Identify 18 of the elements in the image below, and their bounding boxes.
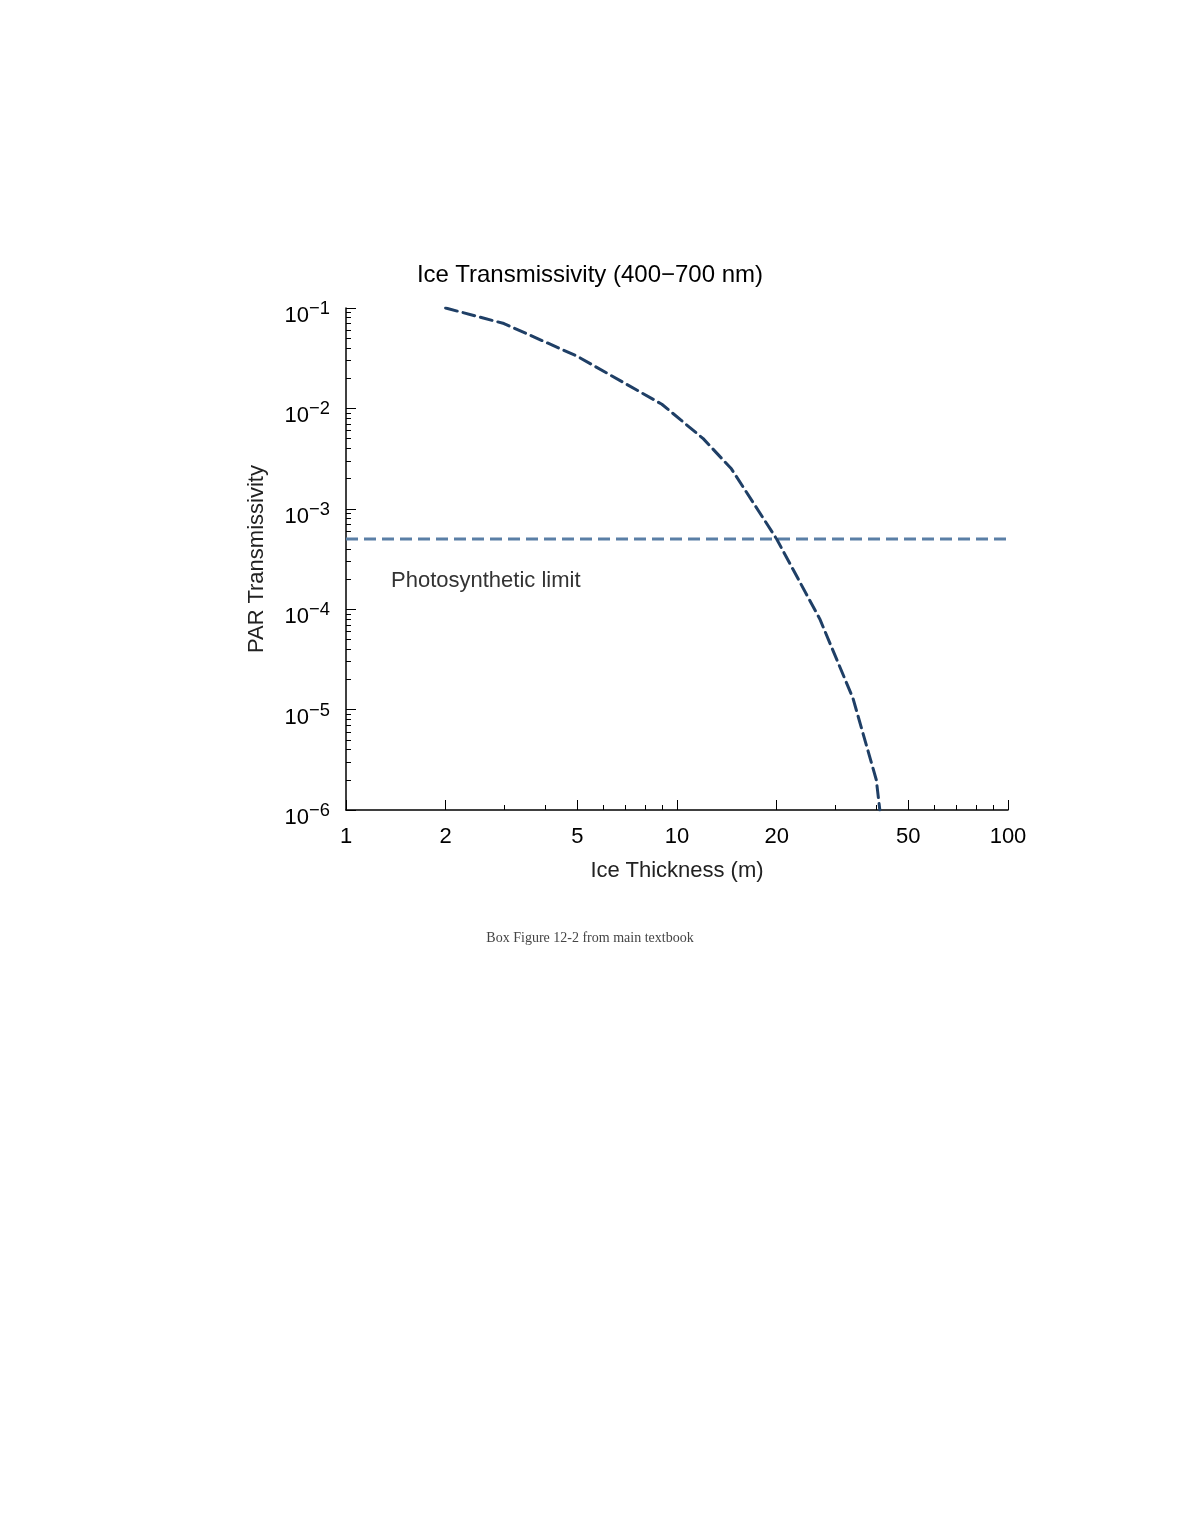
y-tick-label: 10$^{−2}$ [284, 396, 330, 430]
x-tick-label: 1 [339, 822, 353, 848]
text: Box Figure 12-2 from main textbook [486, 929, 694, 945]
y-tick-label: 10$^{−4}$ [284, 597, 330, 631]
x-tick-label: 10 [664, 822, 690, 848]
y-tick-label: 10$^{−5}$ [284, 697, 330, 731]
y-tick-label: 10$^{−3}$ [284, 496, 330, 531]
x-tick-label: 2 [439, 822, 452, 848]
x-axis-title: Ice Thickness (m) [590, 856, 764, 882]
chart-title: Ice Transmissivity (400−700 nm) [416, 259, 764, 287]
x-tick-label: 50 [896, 822, 921, 848]
y-tick-label: 10$^{−6}$ [284, 798, 330, 832]
x-tick-label: 20 [764, 822, 789, 848]
ref-line-label: Photosynthetic limit [391, 566, 581, 592]
y-axis-title: PAR Transmissivity [242, 465, 268, 653]
x-tick-label: 5 [571, 822, 584, 848]
x-tick-label: 100 [989, 822, 1027, 848]
y-tick-label: 10$^{−1}$ [284, 296, 330, 330]
